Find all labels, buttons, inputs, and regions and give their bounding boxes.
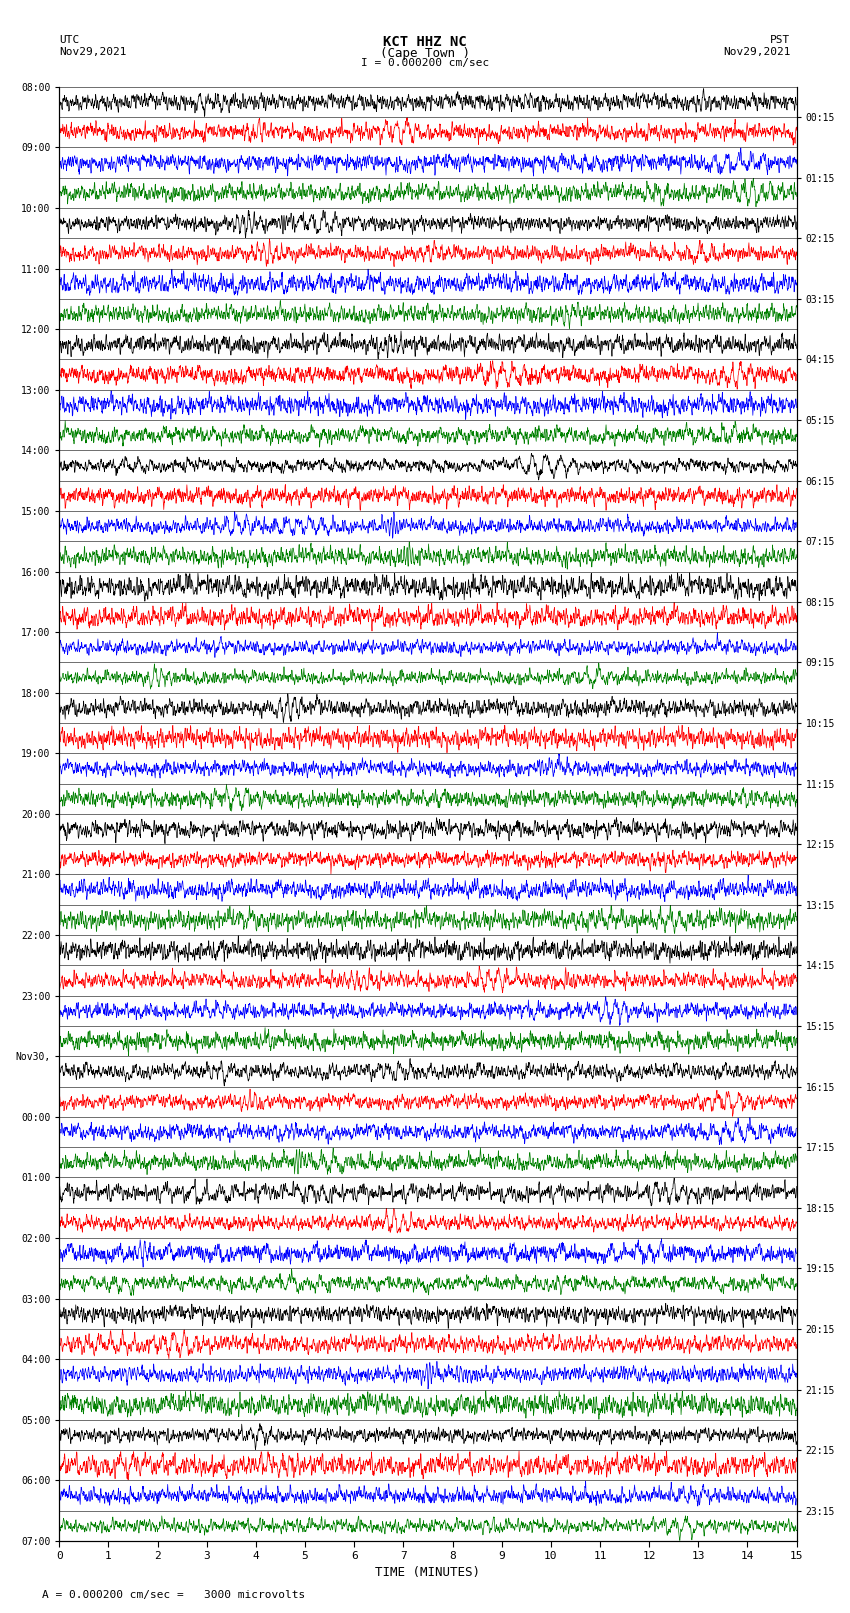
Text: Nov29,2021: Nov29,2021 bbox=[60, 47, 127, 56]
Text: A = 0.000200 cm/sec =   3000 microvolts: A = 0.000200 cm/sec = 3000 microvolts bbox=[42, 1590, 306, 1600]
Text: PST: PST bbox=[770, 35, 790, 45]
Text: (Cape Town ): (Cape Town ) bbox=[380, 47, 470, 60]
Text: KCT HHZ NC: KCT HHZ NC bbox=[383, 35, 467, 50]
Text: UTC: UTC bbox=[60, 35, 80, 45]
Text: I = 0.000200 cm/sec: I = 0.000200 cm/sec bbox=[361, 58, 489, 68]
X-axis label: TIME (MINUTES): TIME (MINUTES) bbox=[376, 1566, 480, 1579]
Text: Nov29,2021: Nov29,2021 bbox=[723, 47, 791, 56]
